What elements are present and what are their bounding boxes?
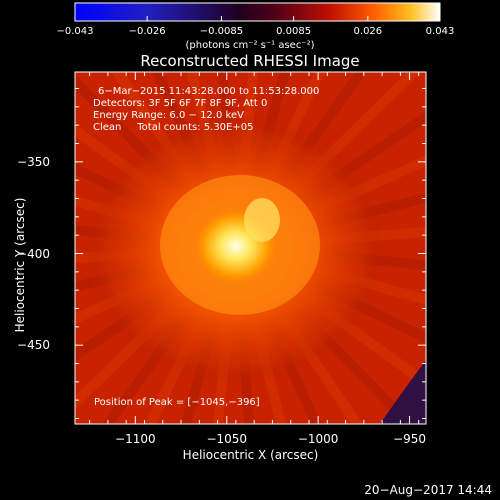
annotation-peak-position: Position of Peak = [−1045,−396] — [94, 397, 260, 408]
x-axis-tick-label: −1100 — [115, 432, 156, 446]
x-axis-tick-label: −1050 — [206, 432, 248, 446]
annotation-time-range: 6−Mar−2015 11:43:28.000 to 11:53:28.000 — [98, 86, 320, 97]
colorbar-tick-label: 0.043 — [425, 26, 455, 37]
heatmap-peak-arm — [244, 198, 280, 242]
colorbar-units: (photons cm⁻² s⁻¹ asec⁻²) — [185, 40, 315, 51]
colorbar-tick-label: 0.026 — [353, 26, 383, 37]
annotation-clean: Clean Total counts: 5.30E+05 — [93, 122, 254, 133]
x-axis-tick-label: −1000 — [297, 432, 339, 446]
colorbar-tick-label: −0.026 — [128, 26, 166, 37]
plot-frame — [74, 71, 427, 425]
y-axis-tick-label: −350 — [17, 154, 50, 169]
axis-ticks — [75, 72, 426, 424]
heatmap-dark-corner — [380, 360, 426, 424]
timestamp: 20−Aug−2017 14:44 — [364, 483, 492, 497]
y-axis-tick-label: −450 — [17, 338, 50, 353]
x-axis-tick-label: −950 — [393, 432, 427, 446]
y-axis-tick-label: −400 — [17, 246, 50, 261]
annotation-energy-range: Energy Range: 6.0 − 12.0 keV — [93, 110, 244, 121]
annotation-detectors: Detectors: 3F 5F 6F 7F 8F 9F, Att 0 — [93, 98, 268, 109]
colorbar-tick-label: −0.0085 — [199, 26, 244, 37]
x-axis-label: Heliocentric X (arcsec) — [182, 448, 319, 462]
colorbar-tick-label: 0.0085 — [276, 26, 312, 37]
colorbar-tick-label: −0.043 — [56, 26, 94, 37]
colorbar-ticks — [74, 16, 441, 21]
y-axis-label: Heliocentric Y (arcsec) — [13, 197, 27, 333]
colorbar — [74, 2, 441, 22]
chart-title: Reconstructed RHESSI Image — [140, 52, 360, 70]
